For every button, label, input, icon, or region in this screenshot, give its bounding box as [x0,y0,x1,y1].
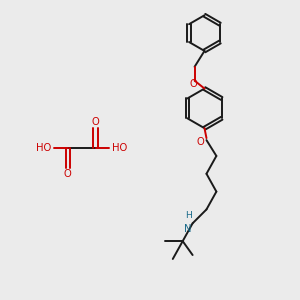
Text: O: O [190,79,197,88]
Text: N: N [184,224,192,234]
Text: O: O [64,169,72,179]
Text: H: H [185,211,192,220]
Text: HO: HO [36,143,51,153]
Text: HO: HO [112,143,128,153]
Text: O: O [92,117,99,127]
Text: O: O [197,137,205,147]
